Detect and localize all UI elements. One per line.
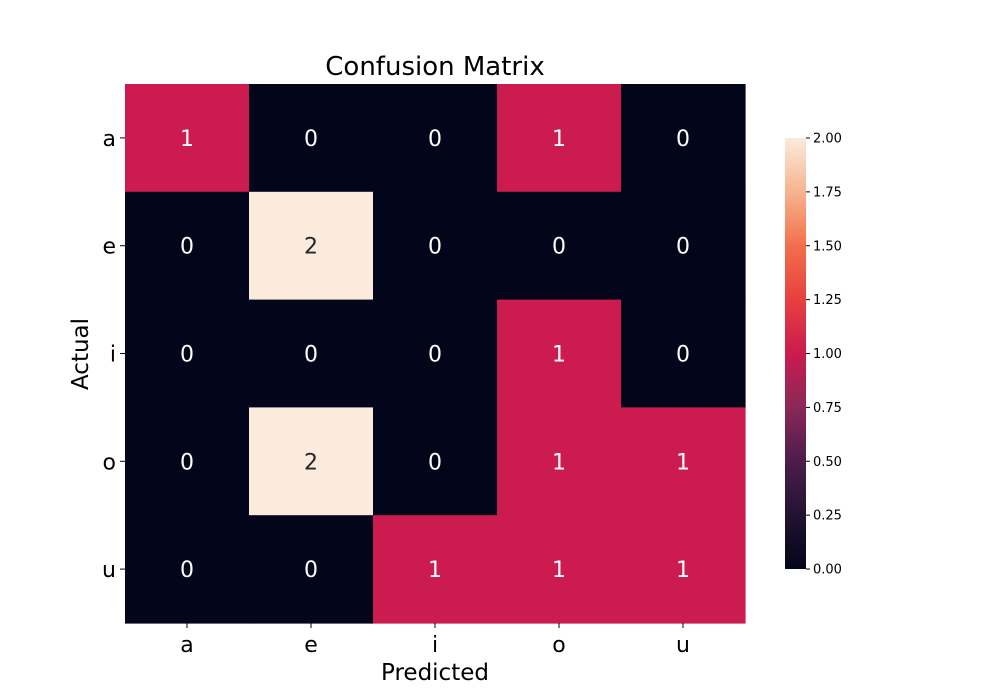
heatmap-cell	[621, 515, 746, 624]
cell-value-label: 0	[676, 343, 690, 368]
cell-value-label: 0	[180, 558, 194, 583]
cell-value-label: 0	[676, 127, 690, 152]
heatmap-cell	[373, 84, 498, 193]
cell-value-label: 1	[552, 343, 566, 368]
heatmap-cell	[373, 515, 498, 624]
heatmap-cell	[125, 299, 250, 408]
cell-value-label: 2	[304, 450, 318, 475]
y-tick-label: a	[103, 127, 116, 152]
heatmap-cell	[249, 299, 374, 408]
cell-value-label: 0	[180, 450, 194, 475]
cell-value-label: 1	[428, 558, 442, 583]
x-tick-label: e	[304, 633, 318, 658]
heatmap-cell	[497, 191, 622, 301]
colorbar-tick-label: 2.00	[813, 132, 842, 147]
y-tick-label: o	[103, 450, 116, 475]
cell-value-label: 0	[552, 235, 566, 260]
cell-value-label: 0	[428, 450, 442, 475]
cell-value-label: 0	[304, 343, 318, 368]
y-axis-ticks: a e i o u	[102, 127, 125, 583]
heatmap-cell	[497, 515, 622, 624]
y-tick-label: i	[110, 343, 116, 368]
cell-value-label: 1	[676, 558, 690, 583]
y-tick-label: u	[102, 558, 116, 583]
colorbar-tick-label: 0.50	[813, 455, 842, 470]
colorbar	[785, 138, 806, 569]
y-axis-label: Actual	[68, 318, 94, 390]
colorbar-tick-label: 0.00	[813, 563, 842, 578]
cell-value-label: 0	[180, 343, 194, 368]
cell-value-label: 1	[552, 127, 566, 152]
heatmap-cell	[497, 84, 622, 193]
heatmap-cell	[497, 407, 622, 516]
cell-value-label: 1	[552, 558, 566, 583]
x-tick-label: i	[432, 633, 438, 658]
cell-annotations: 1 0 0 1 0 0 2 0 0 0 0 0 0 1 0 0 2 0 1 1 0 0 1 1 1	[180, 127, 690, 583]
colorbar-ticks: 0.00 0.25 0.50 0.75 1.00 1.25 1.50 1.75 2.00	[806, 132, 842, 578]
heatmap-cell	[497, 299, 622, 408]
heatmap-cell	[125, 407, 250, 516]
heatmap-cell	[249, 84, 374, 193]
x-tick-label: u	[676, 633, 690, 658]
chart-title: Confusion Matrix	[325, 52, 544, 82]
cell-value-label: 1	[180, 127, 194, 152]
heatmap-cell	[373, 299, 498, 408]
cell-value-label: 0	[304, 127, 318, 152]
x-tick-label: a	[180, 633, 193, 658]
heatmap-cell	[125, 515, 250, 624]
heatmap-cell	[621, 407, 746, 516]
heatmap-cell	[249, 191, 374, 301]
colorbar-tick-label: 1.50	[813, 239, 842, 254]
heatmap-cell	[373, 407, 498, 516]
heatmap-cell	[621, 84, 746, 193]
heatmap-cell	[249, 407, 374, 516]
x-axis-label: Predicted	[381, 660, 489, 686]
cell-value-label: 1	[552, 450, 566, 475]
y-tick-label: e	[102, 235, 116, 260]
colorbar-tick-label: 1.00	[813, 347, 842, 362]
cell-value-label: 0	[428, 235, 442, 260]
colorbar-tick-label: 0.25	[813, 509, 842, 524]
cell-value-label: 0	[676, 235, 690, 260]
heatmap-cell	[373, 191, 498, 301]
heatmap-cell	[249, 515, 374, 624]
heatmap-cells	[125, 84, 746, 624]
colorbar-tick-label: 1.75	[813, 185, 842, 200]
colorbar-tick-label: 0.75	[813, 401, 842, 416]
heatmap-cell	[621, 299, 746, 408]
colorbar-tick-label: 1.25	[813, 293, 842, 308]
x-tick-label: o	[552, 633, 565, 658]
heatmap-cell	[125, 84, 250, 193]
heatmap-cell	[621, 191, 746, 301]
heatmap-cell	[125, 191, 250, 301]
cell-value-label: 0	[428, 127, 442, 152]
cell-value-label: 0	[304, 558, 318, 583]
cell-value-label: 0	[428, 343, 442, 368]
cell-value-label: 2	[304, 235, 318, 260]
cell-value-label: 1	[676, 450, 690, 475]
cell-value-label: 0	[180, 235, 194, 260]
